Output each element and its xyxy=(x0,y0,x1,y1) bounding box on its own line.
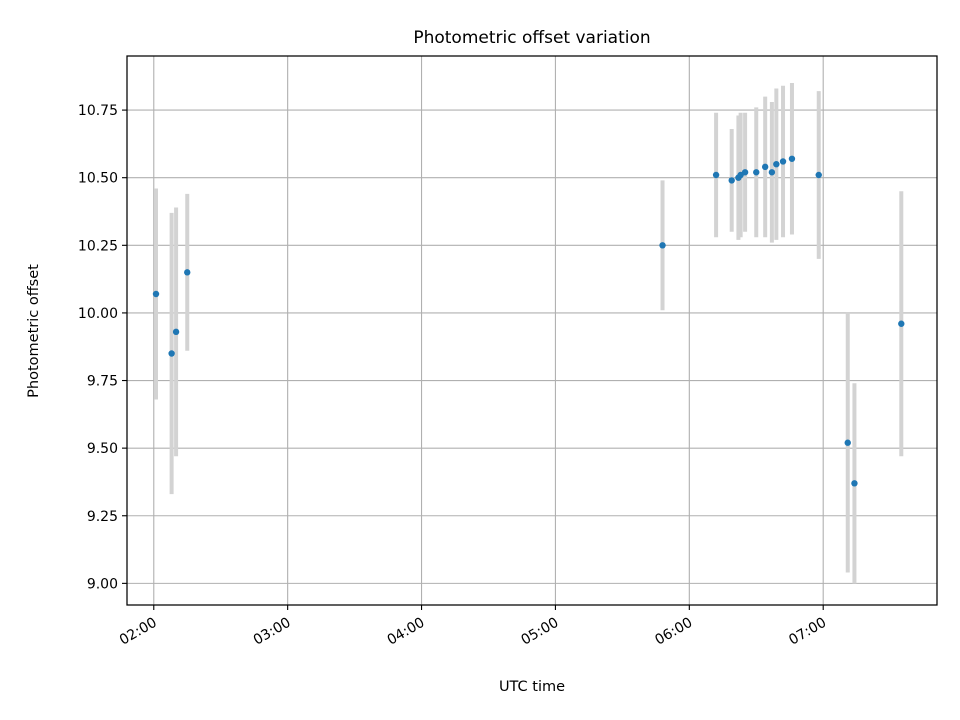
y-tick-label: 9.00 xyxy=(87,576,118,592)
data-point xyxy=(898,320,905,327)
data-point xyxy=(779,158,787,165)
y-tick-label: 10.00 xyxy=(78,306,118,322)
data-point xyxy=(728,177,735,184)
data-point xyxy=(773,160,780,168)
data-point xyxy=(815,171,822,179)
data-point xyxy=(768,169,776,176)
y-tick-label: 9.75 xyxy=(87,374,118,390)
y-tick-label: 10.25 xyxy=(78,238,118,254)
y-axis-label: Photometric offset xyxy=(26,264,42,398)
chart-title: Photometric offset variation xyxy=(413,28,650,48)
data-point xyxy=(753,169,760,176)
x-axis-label: UTC time xyxy=(499,679,565,695)
y-tick-label: 10.75 xyxy=(78,103,118,119)
y-tick-label: 9.50 xyxy=(87,441,118,457)
data-point xyxy=(741,169,749,176)
grid-layer xyxy=(127,56,937,605)
data-point xyxy=(168,350,175,357)
data-point xyxy=(184,269,191,276)
point-layer xyxy=(152,155,905,487)
data-point xyxy=(761,163,769,171)
data-point xyxy=(788,155,796,162)
data-point xyxy=(851,480,858,487)
data-point xyxy=(172,328,180,336)
data-point xyxy=(712,171,720,179)
y-tick-label: 10.50 xyxy=(78,171,118,187)
y-tick-label: 9.25 xyxy=(87,509,118,525)
data-point xyxy=(152,290,160,298)
plot-frame xyxy=(126,55,938,606)
data-point xyxy=(659,242,666,249)
data-point xyxy=(844,439,851,446)
